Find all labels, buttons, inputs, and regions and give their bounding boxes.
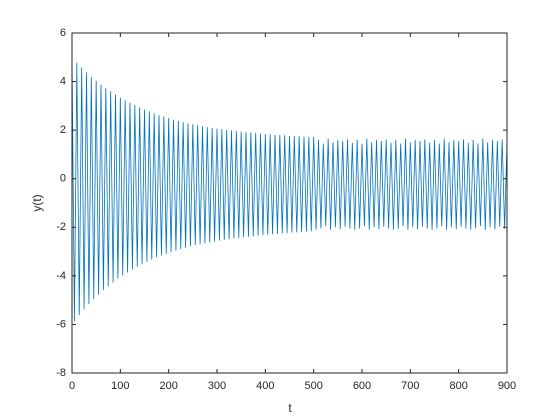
y-tick-label: -4	[56, 270, 66, 282]
y-tick-label: -8	[56, 367, 66, 379]
x-tick-label: 800	[449, 380, 467, 392]
y-tick-label: 6	[60, 27, 66, 39]
y-tick-label: 2	[60, 124, 66, 136]
y-axis-label: y(t)	[30, 194, 44, 211]
x-tick-label: 100	[111, 380, 129, 392]
y-tick-label: -6	[56, 318, 66, 330]
x-tick-label: 0	[69, 380, 75, 392]
y-tick-label: 4	[60, 75, 66, 87]
x-tick-label: 200	[159, 380, 177, 392]
x-tick-label: 700	[401, 380, 419, 392]
x-tick-label: 400	[256, 380, 274, 392]
y-tick-label: -2	[56, 221, 66, 233]
x-axis-label: t	[288, 401, 292, 415]
axes-box	[71, 32, 508, 374]
x-tick-label: 600	[353, 380, 371, 392]
data-line	[71, 57, 508, 322]
y-tick-label: 0	[60, 173, 66, 185]
x-tick-label: 900	[498, 380, 516, 392]
x-tick-label: 500	[304, 380, 322, 392]
x-tick-label: 300	[208, 380, 226, 392]
